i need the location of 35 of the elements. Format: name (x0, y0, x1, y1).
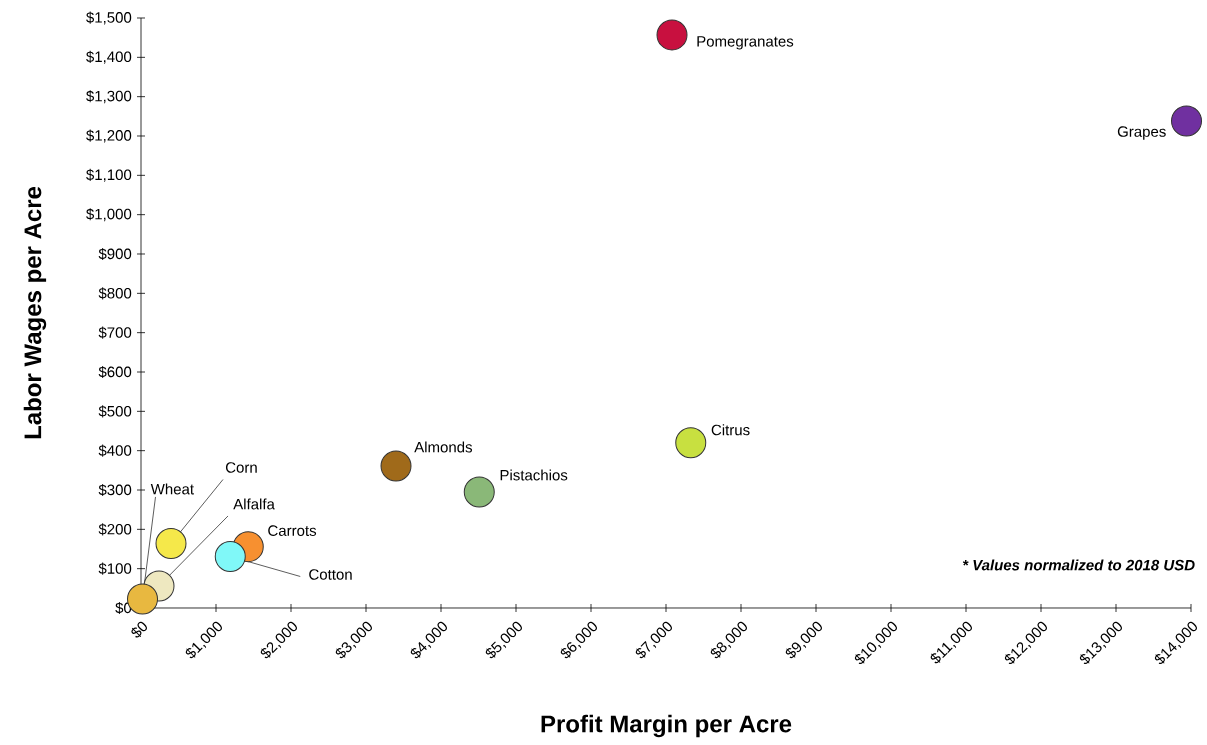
y-tick-label: $1,400 (86, 50, 132, 64)
y-tick-label: $100 (98, 562, 132, 575)
point (675, 427, 707, 459)
x-tick-label: $0 (131, 621, 147, 638)
annotation: * Values normalized to 2018 USD (962, 559, 1195, 571)
annotation: Cotton (309, 569, 352, 580)
annotation: Pomegranates (697, 36, 794, 50)
point (380, 450, 412, 482)
x-axis-title: Profit Margin per Acre (541, 714, 792, 738)
y-tick-label: $1,500 (86, 11, 132, 25)
y-tick-label: $1,300 (86, 90, 132, 104)
point (214, 540, 246, 572)
point (155, 528, 187, 559)
y-tick-label: $1,100 (86, 168, 132, 182)
y-tick-label: $300 (98, 483, 132, 497)
y-tick-label: $500 (98, 405, 132, 418)
annotation: Carrots (268, 525, 317, 536)
y-tick-label: $800 (98, 287, 132, 300)
annotation: Grapes (1117, 126, 1166, 140)
annotation: Alfalfa (233, 498, 275, 510)
annotation: Pistachios (500, 469, 568, 481)
y-tick-label: $600 (98, 365, 132, 379)
y-tick-label: $1,000 (86, 208, 132, 222)
annotation: Citrus (711, 424, 750, 436)
y-tick-label: $1,200 (86, 129, 132, 143)
annotation: Corn (225, 462, 257, 473)
point (656, 19, 688, 51)
annotation: Almonds (414, 441, 472, 453)
y-tick-label: $400 (98, 444, 132, 457)
point (463, 476, 495, 508)
y-tick-label: $700 (98, 326, 132, 339)
y-tick-label: $900 (98, 247, 132, 261)
annotation: Wheat (150, 483, 194, 495)
y-tick-label: $200 (98, 523, 132, 536)
y-axis-title: Labor Wages per Acre (23, 186, 47, 439)
